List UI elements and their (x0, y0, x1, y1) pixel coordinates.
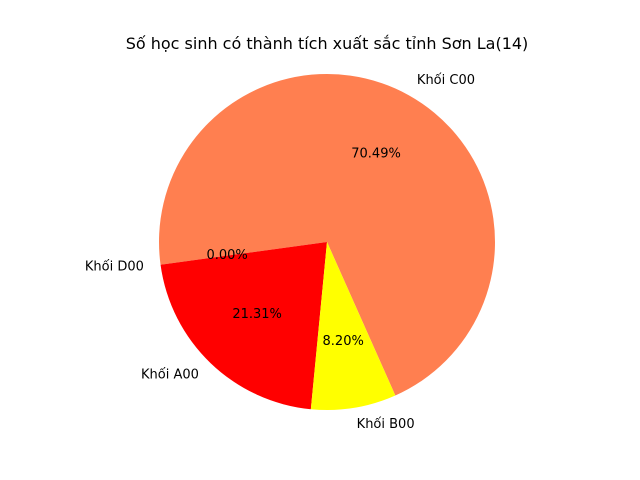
slice-label-kh-i-a00: Khối A00 (141, 368, 199, 383)
pie-slices (158, 74, 495, 410)
slice-label-kh-i-c00: Khối C00 (417, 73, 475, 88)
slice-percent-kh-i-d00: 0.00% (206, 248, 247, 263)
slice-percent-kh-i-c00: 70.49% (351, 146, 401, 161)
pie-slice-kh-i-c00 (158, 74, 495, 396)
pie-slice-kh-i-a00 (160, 242, 327, 410)
slice-percent-kh-i-b00: 8.20% (323, 334, 364, 349)
slice-label-kh-i-d00: Khối D00 (85, 259, 144, 274)
slice-percent-kh-i-a00: 21.31% (232, 307, 282, 322)
pie-slice-kh-i-b00 (310, 242, 396, 410)
slice-label-kh-i-b00: Khối B00 (357, 417, 415, 432)
chart-title: Số học sinh có thành tích xuất sắc tỉnh … (126, 34, 529, 53)
pie-labels: Khối C00 70.49% Khối D00 0.00% Khối A00 21.31… (85, 73, 475, 432)
